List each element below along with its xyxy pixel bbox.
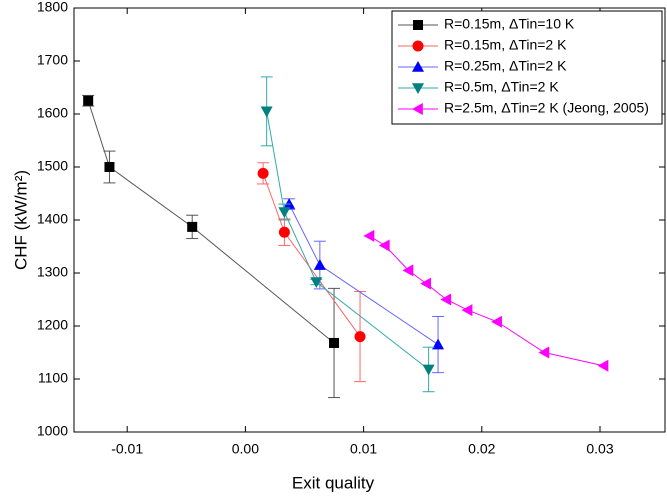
legend-label: R=0.15m, ΔTin=10 K <box>444 16 575 32</box>
marker <box>278 226 290 238</box>
y-tick-label: 1700 <box>37 52 68 68</box>
marker <box>310 277 323 289</box>
x-axis-label: Exit quality <box>292 473 375 492</box>
marker <box>329 337 340 348</box>
marker <box>402 264 414 277</box>
marker <box>432 338 445 350</box>
y-tick-label: 1600 <box>37 105 68 121</box>
marker <box>257 167 269 179</box>
legend-label: R=2.5m, ΔTin=2 K (Jeong, 2005) <box>444 100 649 116</box>
y-tick-label: 1800 <box>37 0 68 15</box>
series-line <box>87 100 335 344</box>
legend-marker <box>412 103 423 115</box>
marker <box>420 277 432 290</box>
legend-marker <box>412 83 424 94</box>
x-tick-label: 0.02 <box>468 441 495 457</box>
legend-label: R=0.15m, ΔTin=2 K <box>444 37 567 53</box>
marker <box>354 331 366 343</box>
marker <box>363 229 375 242</box>
y-tick-label: 1300 <box>37 264 68 280</box>
series-line <box>288 203 439 345</box>
legend-marker <box>412 61 424 72</box>
x-tick-label: -0.01 <box>111 441 143 457</box>
y-tick-label: 1400 <box>37 211 68 227</box>
y-tick-label: 1000 <box>37 423 68 439</box>
marker <box>491 315 502 328</box>
marker <box>378 239 390 252</box>
y-tick-label: 1500 <box>37 158 68 174</box>
x-tick-label: 0.03 <box>586 441 613 457</box>
y-axis-label: CHF (kW/m²) <box>11 170 30 270</box>
marker <box>104 162 115 172</box>
marker <box>278 207 291 219</box>
marker <box>187 221 198 232</box>
marker <box>461 304 473 317</box>
legend-marker <box>412 40 424 52</box>
marker <box>260 106 273 118</box>
legend-marker <box>413 20 423 30</box>
y-tick-label: 1200 <box>37 317 68 333</box>
series-line <box>369 235 604 367</box>
marker <box>313 259 326 270</box>
marker <box>440 293 452 306</box>
marker <box>422 364 435 376</box>
marker <box>538 346 550 359</box>
y-tick-label: 1100 <box>38 370 68 386</box>
legend-label: R=0.25m, ΔTin=2 K <box>444 58 567 74</box>
marker <box>83 95 94 106</box>
legend-label: R=0.5m, ΔTin=2 K <box>444 79 559 95</box>
x-tick-label: 0.00 <box>232 441 259 457</box>
marker <box>283 198 296 209</box>
x-tick-label: 0.01 <box>350 441 377 457</box>
marker <box>597 359 609 372</box>
series-line <box>266 111 429 370</box>
series-line <box>262 173 361 337</box>
